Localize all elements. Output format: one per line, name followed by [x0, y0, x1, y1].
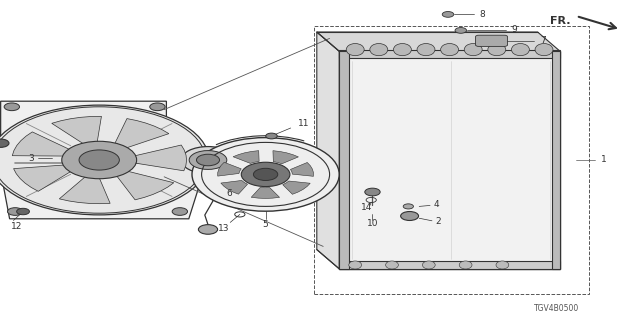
Text: 1: 1 [601, 156, 606, 164]
Text: 2: 2 [436, 217, 441, 226]
Circle shape [8, 208, 23, 215]
Text: 10: 10 [367, 220, 378, 228]
Circle shape [4, 103, 20, 111]
Bar [339, 51, 349, 269]
Text: 5: 5 [263, 220, 268, 229]
Polygon shape [52, 116, 101, 146]
Text: FR.: FR. [550, 16, 571, 26]
Text: TGV4B0500: TGV4B0500 [534, 304, 579, 313]
Polygon shape [221, 180, 248, 194]
Polygon shape [115, 170, 174, 200]
Polygon shape [131, 145, 186, 171]
Circle shape [181, 147, 235, 173]
FancyBboxPatch shape [476, 35, 508, 46]
Circle shape [0, 105, 209, 215]
Circle shape [172, 208, 188, 215]
Polygon shape [60, 175, 110, 204]
Text: 3: 3 [28, 154, 33, 163]
Polygon shape [12, 132, 73, 156]
Bar [339, 261, 560, 269]
Circle shape [365, 188, 380, 196]
Polygon shape [273, 151, 298, 164]
Text: 7: 7 [540, 36, 545, 45]
Polygon shape [233, 151, 259, 164]
Text: 13: 13 [218, 224, 230, 233]
Circle shape [0, 139, 9, 147]
Polygon shape [291, 163, 314, 176]
Bar [552, 51, 560, 269]
Ellipse shape [346, 44, 364, 56]
Ellipse shape [464, 44, 482, 56]
Bar [339, 50, 560, 58]
Polygon shape [114, 119, 169, 149]
Polygon shape [13, 165, 74, 191]
Ellipse shape [349, 261, 362, 269]
Polygon shape [283, 181, 310, 194]
Circle shape [150, 103, 165, 111]
Ellipse shape [441, 44, 458, 56]
Circle shape [401, 212, 419, 220]
Text: 6: 6 [227, 189, 232, 198]
Text: 9: 9 [511, 25, 516, 34]
Polygon shape [1, 101, 205, 219]
Ellipse shape [511, 44, 529, 56]
Polygon shape [317, 32, 339, 269]
Ellipse shape [422, 261, 435, 269]
Text: 12: 12 [11, 222, 22, 231]
Ellipse shape [385, 261, 398, 269]
Circle shape [62, 141, 137, 179]
Ellipse shape [460, 261, 472, 269]
Circle shape [192, 138, 339, 211]
Polygon shape [339, 51, 560, 269]
Ellipse shape [417, 44, 435, 56]
Polygon shape [317, 32, 560, 51]
Ellipse shape [496, 261, 509, 269]
Ellipse shape [370, 44, 388, 56]
Bar [314, 26, 589, 294]
Text: 4: 4 [434, 200, 439, 209]
Polygon shape [218, 162, 241, 176]
Circle shape [79, 150, 119, 170]
Circle shape [253, 168, 278, 180]
Circle shape [17, 208, 29, 215]
Text: 11: 11 [298, 119, 309, 128]
Ellipse shape [535, 44, 553, 56]
Circle shape [198, 225, 218, 234]
Ellipse shape [394, 44, 412, 56]
Polygon shape [252, 188, 280, 198]
Text: 8: 8 [479, 10, 484, 19]
Circle shape [266, 133, 277, 139]
Circle shape [403, 204, 413, 209]
Text: 14: 14 [361, 204, 372, 212]
Ellipse shape [488, 44, 506, 56]
Circle shape [189, 151, 227, 169]
Circle shape [241, 162, 290, 187]
Circle shape [196, 154, 220, 166]
Circle shape [442, 12, 454, 17]
Circle shape [455, 28, 467, 33]
